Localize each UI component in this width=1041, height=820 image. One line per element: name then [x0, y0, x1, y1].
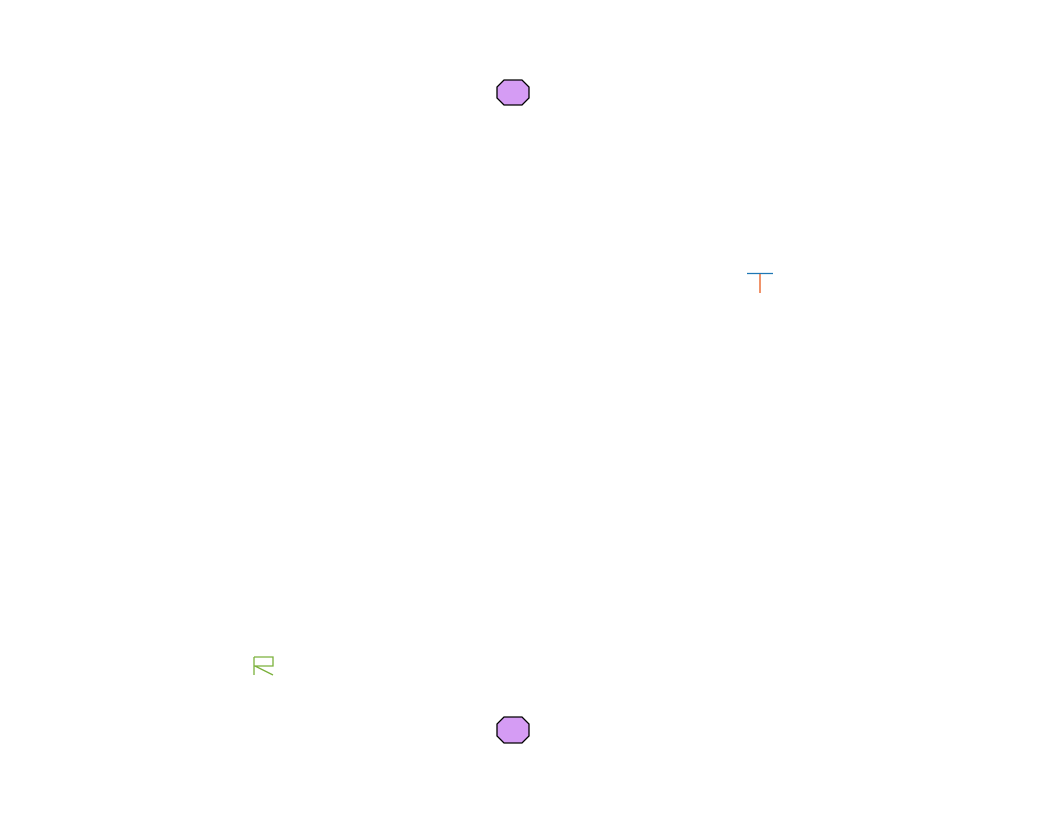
- octagon-node-bottom[interactable]: [496, 716, 530, 744]
- flag-glyph-icon: [253, 656, 274, 676]
- flag-glyph-pole: [254, 656, 274, 667]
- octagon-node-top[interactable]: [496, 79, 530, 106]
- t-glyph-icon: [747, 272, 773, 293]
- flag-glyph-diagonal: [254, 665, 274, 676]
